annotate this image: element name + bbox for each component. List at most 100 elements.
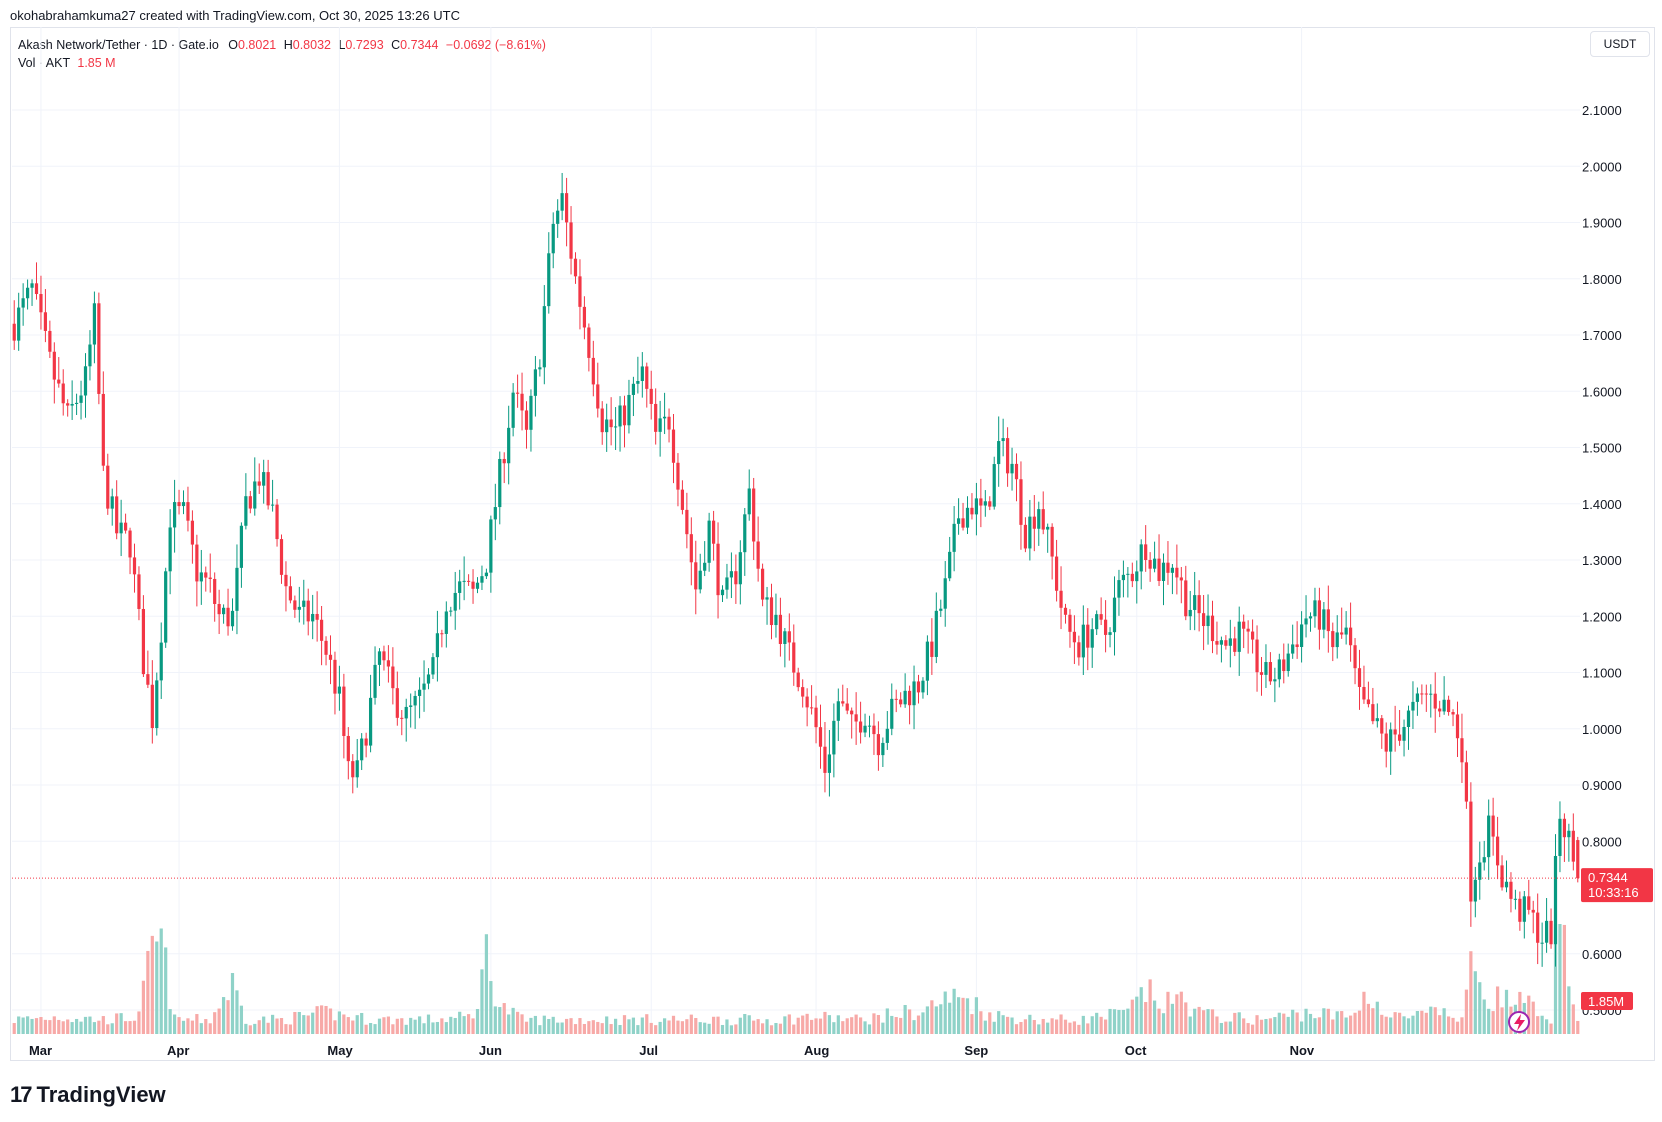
tradingview-logo[interactable]: 17 TradingView <box>10 1082 166 1108</box>
volume-bar <box>1420 1010 1424 1034</box>
candle-body <box>1170 567 1175 573</box>
volume-bar <box>1348 1015 1353 1034</box>
volume-bar <box>1380 1014 1384 1034</box>
volume-bar <box>484 934 489 1034</box>
volume-bar <box>529 1017 533 1034</box>
volume-bar <box>961 997 965 1034</box>
volume-bar <box>774 1023 778 1034</box>
candle-body <box>1259 672 1264 675</box>
currency-button[interactable]: USDT <box>1590 31 1650 57</box>
candle-body <box>1513 898 1518 900</box>
candle-body <box>1304 618 1308 625</box>
volume-bar <box>275 1018 279 1034</box>
candle-body <box>1184 580 1188 617</box>
candle-body <box>355 760 359 778</box>
volume-bar <box>137 1011 141 1034</box>
candle-body <box>1464 762 1469 802</box>
candle-body <box>587 327 591 358</box>
volume-bar <box>1340 1011 1344 1034</box>
candle-body <box>894 698 898 700</box>
candle-body <box>1219 640 1224 645</box>
volume-bar <box>1242 1018 1246 1034</box>
time-tick-label: Apr <box>167 1043 189 1058</box>
volume-bar <box>1157 1008 1161 1034</box>
volume-bar <box>551 1016 555 1034</box>
volume-bar <box>965 998 970 1034</box>
candle-body <box>850 710 854 715</box>
volume-bar <box>489 981 493 1034</box>
volume-bar <box>1567 986 1571 1034</box>
candle-body <box>484 572 489 577</box>
candle-body <box>533 369 538 396</box>
volume-bar <box>1366 1003 1371 1034</box>
volume-bar <box>498 1007 502 1034</box>
lightning-icon[interactable] <box>1508 1011 1530 1033</box>
candle-body <box>172 502 177 528</box>
volume-bar <box>1504 989 1509 1034</box>
candle-body <box>1224 640 1228 646</box>
volume-label[interactable]: Vol · AKT <box>18 56 70 70</box>
volume-bar <box>1014 1024 1019 1034</box>
candle-body <box>1420 693 1424 695</box>
time-tick-label: Mar <box>29 1043 52 1058</box>
candle-body <box>79 395 83 403</box>
candle-body <box>507 427 511 464</box>
volume-bar <box>507 1014 511 1034</box>
volume-bar <box>391 1024 395 1034</box>
candle-body <box>493 507 497 520</box>
candle-body <box>1090 629 1094 648</box>
volume-bar <box>734 1024 738 1034</box>
candle-body <box>1050 526 1054 557</box>
candle-body <box>547 253 551 307</box>
candle-body <box>1317 600 1322 630</box>
volume-bar <box>1415 1011 1420 1034</box>
volume-bar <box>217 1008 221 1034</box>
candle-body <box>573 258 578 277</box>
volume-bar <box>1549 1023 1553 1034</box>
volume-bar <box>386 1016 391 1034</box>
volume-bar <box>466 1014 471 1034</box>
candle-body <box>649 388 653 404</box>
candle-body <box>970 507 974 515</box>
symbol-title[interactable]: Akash Network/Tether · 1D · Gate.io <box>18 38 219 52</box>
volume-bar <box>213 1012 217 1034</box>
time-axis[interactable]: Mar Apr May Jun Jul Aug Sep Oct Nov <box>29 1043 1315 1058</box>
volume-bar <box>413 1019 417 1034</box>
last-price-label: 0.7344 10:33:16 <box>1581 868 1653 903</box>
volume-axis-label: 1.85M <box>1581 992 1633 1010</box>
volume-bar <box>783 1016 787 1034</box>
candle-body <box>867 725 872 727</box>
volume-bar <box>70 1022 74 1034</box>
candle-body <box>1273 679 1277 682</box>
volume-bar <box>876 1014 881 1034</box>
candle-body <box>1469 801 1473 902</box>
candle-body <box>1344 627 1348 635</box>
volume-bar <box>743 1014 747 1034</box>
countdown-text: 10:33:16 <box>1588 885 1639 900</box>
volume-bar <box>155 941 159 1034</box>
candle-body <box>1460 738 1464 763</box>
volume-bar <box>605 1016 609 1034</box>
volume-bar <box>547 1018 551 1034</box>
volume-bar <box>12 1023 16 1034</box>
candle-body <box>1455 714 1460 739</box>
candle-body <box>676 462 680 490</box>
candle-body <box>146 674 150 685</box>
volume-bar <box>297 1011 301 1034</box>
volume-bar <box>1126 1008 1130 1034</box>
candle-body <box>88 344 92 367</box>
volume-bar <box>190 1020 195 1034</box>
volume-bar <box>221 997 226 1034</box>
volume-bar <box>181 1020 186 1034</box>
volume-bar <box>591 1020 595 1034</box>
volume-bar <box>1170 1003 1175 1034</box>
close-label: C <box>391 38 401 52</box>
candle-body <box>217 603 221 615</box>
candle-body <box>502 458 506 464</box>
volume-bar <box>74 1018 79 1034</box>
candle-body <box>1371 704 1375 722</box>
price-tick-label: 1.9000 <box>1582 216 1622 231</box>
candle-body <box>1522 896 1526 922</box>
candle-body <box>662 416 667 419</box>
